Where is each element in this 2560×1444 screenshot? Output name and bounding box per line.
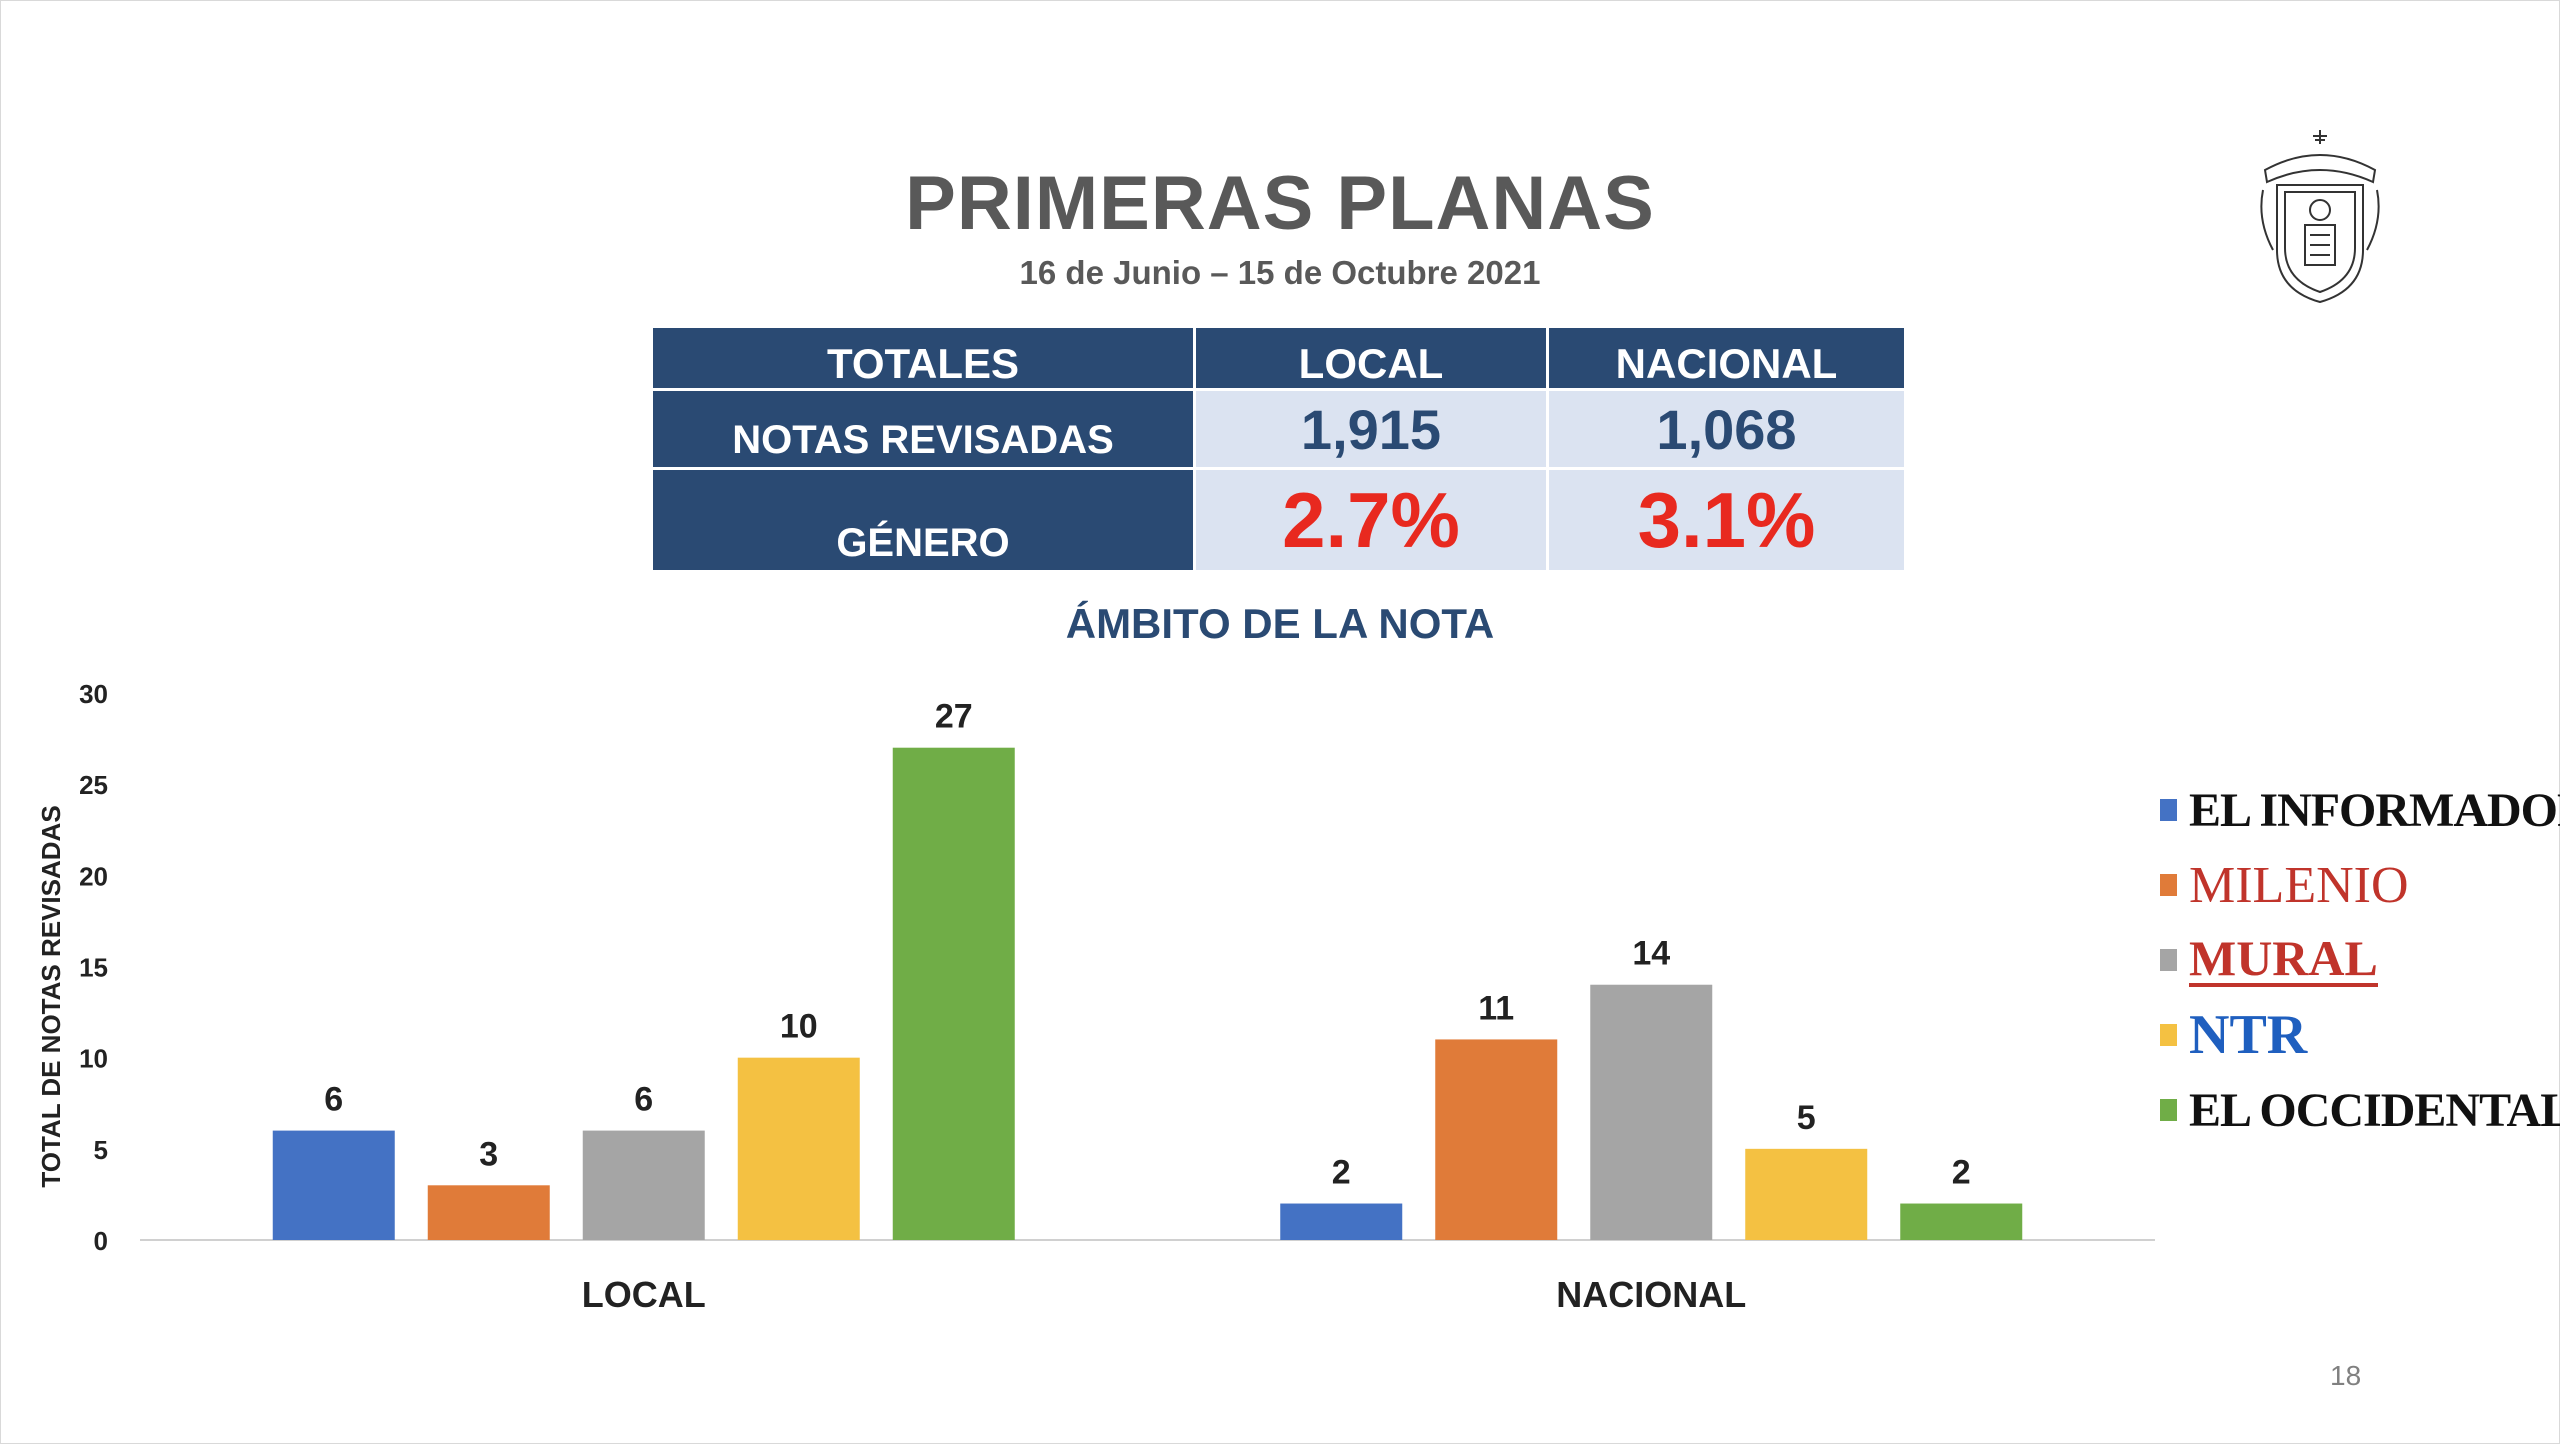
cell-local-notas: 1,915: [1196, 391, 1546, 467]
bar: [737, 1057, 860, 1240]
data-label: 27: [935, 698, 973, 736]
legend-item-mural: MURAL: [2160, 925, 2378, 995]
cell-local-genero: 2.7%: [1196, 470, 1546, 570]
bar: [1745, 1148, 1868, 1240]
data-label: 14: [1632, 935, 1670, 973]
bar: [892, 747, 1015, 1240]
bar: [1435, 1039, 1558, 1240]
bar: [427, 1185, 550, 1240]
data-label: 6: [634, 1081, 653, 1119]
cell-nacional-genero: 3.1%: [1549, 470, 1904, 570]
bar: [1900, 1203, 2023, 1240]
header-totales: TOTALES: [653, 328, 1193, 388]
header-local: LOCAL: [1196, 328, 1546, 388]
header-nacional: NACIONAL: [1549, 328, 1904, 388]
legend-label-el-occidental: EL OCCIDENTAL.: [2189, 1083, 2560, 1137]
slide-subtitle: 16 de Junio – 15 de Octubre 2021: [1019, 254, 1541, 291]
legend-swatch: [2160, 949, 2177, 971]
row-genero: GÉNERO 2.7% 3.1%: [653, 470, 1904, 570]
legend-swatch: [2160, 1024, 2177, 1046]
y-tick-label: 0: [94, 1226, 108, 1256]
y-tick-label: 15: [79, 953, 108, 983]
legend-label-ntr: NTR: [2189, 1004, 2308, 1066]
row-label-genero: GÉNERO: [653, 470, 1193, 570]
y-tick-label: 5: [94, 1135, 108, 1165]
legend-label-milenio: MILENIO: [2189, 856, 2409, 914]
data-label: 3: [479, 1135, 498, 1173]
bar: [272, 1130, 395, 1240]
category-label: NACIONAL: [1556, 1274, 1746, 1315]
data-label: 5: [1797, 1099, 1816, 1137]
data-label: 6: [324, 1081, 343, 1119]
y-axis-label: TOTAL DE NOTAS REVISADAS: [36, 805, 66, 1187]
chart-title: ÁMBITO DE LA NOTA: [1065, 600, 1495, 647]
y-tick-label: 30: [79, 679, 108, 709]
row-label-notas-revisadas: NOTAS REVISADAS: [653, 391, 1193, 467]
y-tick-label: 20: [79, 861, 108, 891]
totals-table: TOTALES LOCAL NACIONAL NOTAS REVISADAS 1…: [650, 325, 1907, 573]
page-number: 18: [2330, 1360, 2362, 1391]
university-seal-icon: [2260, 130, 2380, 304]
legend-item-ntr: NTR: [2160, 1000, 2307, 1070]
cell-nacional-notas: 1,068: [1549, 391, 1904, 467]
y-tick-label: 25: [79, 770, 108, 800]
legend-item-el-occidental: EL OCCIDENTAL.: [2160, 1075, 2560, 1145]
bar: [1590, 984, 1713, 1240]
legend-label-mural: MURAL: [2189, 930, 2378, 987]
row-notas-revisadas: NOTAS REVISADAS 1,915 1,068: [653, 391, 1904, 467]
bar: [1280, 1203, 1403, 1240]
legend-swatch: [2160, 1099, 2177, 1121]
totals-header-row: TOTALES LOCAL NACIONAL: [653, 328, 1904, 388]
legend-swatch: [2160, 799, 2177, 821]
data-label: 2: [1952, 1154, 1971, 1192]
slide-title: PRIMERAS PLANAS: [905, 161, 1655, 246]
y-tick-label: 10: [79, 1044, 108, 1074]
bar: [582, 1130, 705, 1240]
legend-label-el-informador: EL INFORMADOR: [2189, 783, 2560, 837]
category-label: LOCAL: [582, 1274, 706, 1315]
data-label: 10: [780, 1008, 818, 1046]
data-label: 11: [1478, 989, 1514, 1027]
legend-swatch: [2160, 874, 2177, 896]
legend-item-el-informador: EL INFORMADOR: [2160, 775, 2560, 845]
legend-item-milenio: MILENIO: [2160, 850, 2409, 920]
data-label: 2: [1332, 1154, 1351, 1192]
